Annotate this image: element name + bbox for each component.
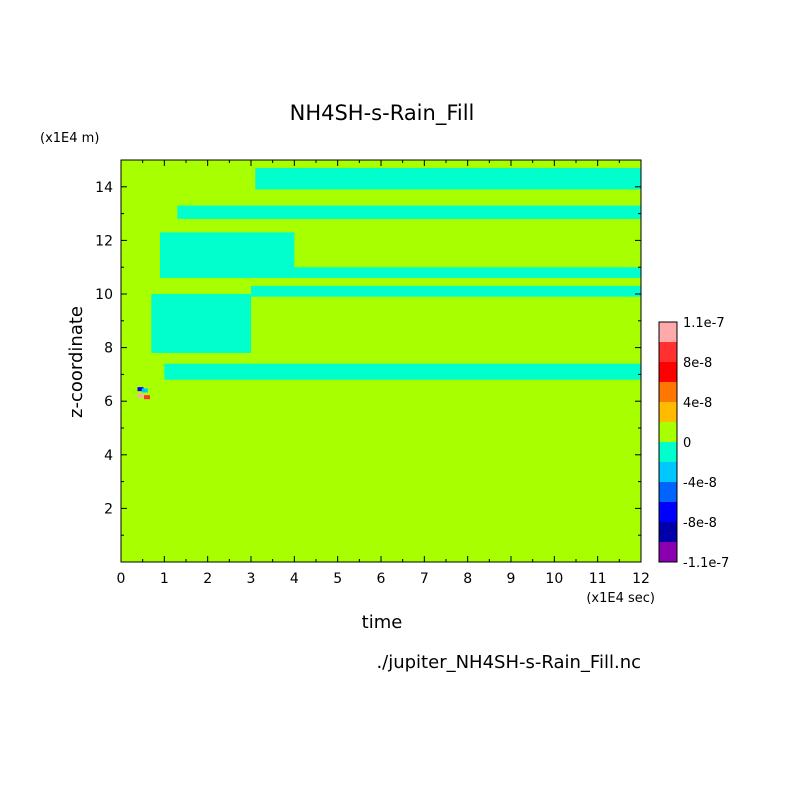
colorbar-label: -8e-8: [683, 516, 717, 531]
negative-band: [151, 294, 251, 353]
value-spot: [137, 387, 144, 392]
y-unit-label: (x1E4 m): [40, 131, 99, 146]
value-spot: [144, 395, 150, 400]
colorbar-swatch: [659, 422, 677, 443]
colorbar-swatch: [659, 342, 677, 363]
x-ticks: 0 1 2 3 4 5 6 7 8 9 10 11 12: [117, 160, 650, 587]
x-tick-label: 1: [160, 571, 169, 587]
negative-band: [164, 363, 642, 380]
colorbar: 1.1e-7 8e-8 4e-8 0 -4e-8 -8e-8 -1.1e-7: [658, 316, 729, 571]
x-tick-label: 7: [420, 571, 429, 587]
x-unit-label: (x1E4 sec): [586, 591, 655, 606]
colorbar-swatch: [659, 322, 677, 343]
x-tick-label: 4: [290, 571, 299, 587]
negative-band: [251, 285, 641, 297]
colorbar-swatch: [659, 542, 677, 563]
spots: [137, 387, 150, 400]
x-tick-label: 8: [463, 571, 472, 587]
x-tick-label: 10: [545, 571, 563, 587]
x-tick-label: 9: [507, 571, 516, 587]
y-axis-label: z-coordinate: [66, 306, 87, 418]
colorbar-label: -4e-8: [683, 476, 717, 491]
negative-band: [177, 205, 642, 219]
colorbar-label: 1.1e-7: [683, 316, 725, 331]
colorbar-swatch: [659, 362, 677, 383]
colorbar-swatch: [659, 482, 677, 503]
x-tick-label: 5: [333, 571, 342, 587]
y-tick-label: 8: [104, 341, 113, 357]
y-ticks: 2 4 6 8 10 12 14: [95, 180, 641, 536]
colorbar-label: 0: [683, 436, 691, 451]
negative-band: [255, 168, 642, 190]
y-tick-label: 12: [95, 233, 113, 249]
colorbar-swatch: [659, 522, 677, 543]
colorbar-frame: [658, 321, 678, 563]
colorbar-swatch: [659, 382, 677, 403]
y-tick-label: 6: [104, 394, 113, 410]
negative-band: [160, 232, 295, 278]
chart-title: NH4SH-s-Rain_Fill: [290, 101, 475, 126]
y-tick-label: 14: [95, 180, 113, 196]
colorbar-label: 4e-8: [683, 396, 712, 411]
x-tick-label: 0: [117, 571, 126, 587]
colorbar-swatch: [659, 402, 677, 423]
colorbar-swatch: [659, 502, 677, 523]
x-tick-label: 2: [203, 571, 212, 587]
value-spot: [137, 393, 144, 398]
value-spot: [141, 388, 148, 393]
negative-band: [294, 267, 641, 278]
colorbar-label: 8e-8: [683, 356, 712, 371]
colorbar-swatch: [659, 442, 677, 463]
negative-bands: [151, 168, 642, 380]
plot-background: [121, 160, 641, 562]
x-tick-label: 3: [247, 571, 256, 587]
y-tick-label: 2: [104, 501, 113, 517]
x-tick-label: 11: [589, 571, 607, 587]
x-tick-label: 12: [632, 571, 650, 587]
colorbar-swatch: [659, 462, 677, 483]
colorbar-label: -1.1e-7: [683, 556, 729, 571]
x-tick-label: 6: [377, 571, 386, 587]
file-name-label: ./jupiter_NH4SH-s-Rain_Fill.nc: [376, 652, 641, 673]
y-tick-label: 4: [104, 448, 113, 464]
y-tick-label: 10: [95, 287, 113, 303]
x-axis-label: time: [362, 612, 403, 633]
